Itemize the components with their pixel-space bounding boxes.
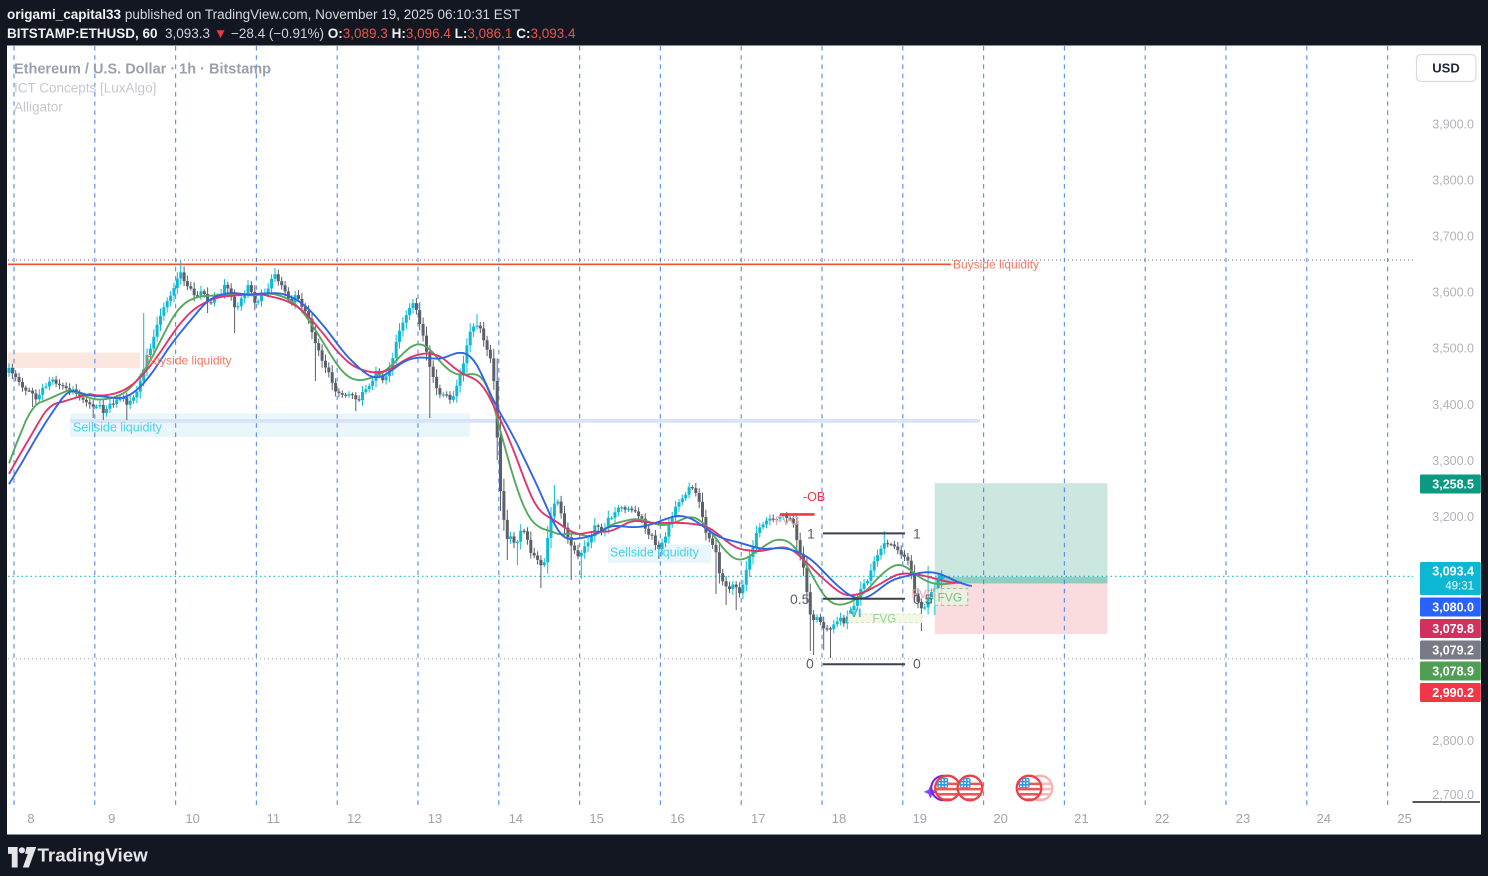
svg-text:USD: USD: [1432, 61, 1459, 76]
svg-text:12: 12: [347, 811, 361, 826]
svg-text:3,200.0: 3,200.0: [1432, 510, 1474, 524]
svg-text:3,400.0: 3,400.0: [1432, 398, 1474, 412]
svg-text:13: 13: [428, 811, 442, 826]
svg-text:20: 20: [993, 811, 1007, 826]
svg-text:17: 17: [751, 811, 765, 826]
svg-text:10: 10: [185, 811, 199, 826]
svg-text:49:31: 49:31: [1445, 581, 1474, 593]
svg-text:-OB: -OB: [803, 490, 825, 504]
svg-text:Sellside liquidity: Sellside liquidity: [73, 421, 163, 435]
svg-text:Buyside liquidity: Buyside liquidity: [146, 354, 232, 368]
svg-text:3,078.9: 3,078.9: [1432, 664, 1474, 678]
svg-text:0: 0: [913, 656, 921, 672]
svg-text:18: 18: [832, 811, 846, 826]
svg-text:3,600.0: 3,600.0: [1432, 286, 1474, 300]
svg-text:9: 9: [108, 811, 115, 826]
svg-text:1: 1: [807, 526, 815, 542]
svg-text:TradingView: TradingView: [38, 845, 149, 866]
svg-text:Sellside liquidity: Sellside liquidity: [610, 546, 700, 560]
svg-text:3,700.0: 3,700.0: [1432, 230, 1474, 244]
svg-text:11: 11: [267, 811, 281, 826]
svg-text:2,700.0: 2,700.0: [1432, 788, 1474, 802]
svg-text:3,258.5: 3,258.5: [1432, 477, 1474, 491]
svg-text:FVG: FVG: [938, 591, 963, 605]
svg-text:3,900.0: 3,900.0: [1432, 117, 1474, 131]
svg-text:23: 23: [1236, 811, 1250, 826]
svg-text:ICT Concepts [LuxAlgo]: ICT Concepts [LuxAlgo]: [14, 81, 156, 96]
svg-text:3,093.4: 3,093.4: [1432, 565, 1474, 579]
svg-text:FVG: FVG: [873, 614, 897, 626]
svg-text:0.5: 0.5: [913, 591, 933, 607]
svg-text:FVG: FVG: [775, 514, 800, 528]
svg-text:BITSTAMP:ETHUSD, 60 3,093.3 ▼: BITSTAMP:ETHUSD, 60 3,093.3 ▼ −28.4 (−0.…: [7, 26, 576, 41]
svg-text:VI: VI: [850, 606, 861, 620]
svg-text:1: 1: [913, 526, 921, 542]
svg-text:0: 0: [806, 656, 814, 672]
svg-text:19: 19: [913, 811, 927, 826]
svg-text:2,800.0: 2,800.0: [1432, 734, 1474, 748]
svg-text:24: 24: [1317, 811, 1331, 826]
svg-text:3,300.0: 3,300.0: [1432, 454, 1474, 468]
svg-text:3,500.0: 3,500.0: [1432, 342, 1474, 356]
svg-text:Buyside liquidity: Buyside liquidity: [953, 258, 1039, 272]
svg-text:8: 8: [27, 811, 34, 826]
svg-text:Ethereum / U.S. Dollar · 1h ·: Ethereum / U.S. Dollar · 1h · Bitstamp: [14, 62, 271, 78]
svg-text:3,080.0: 3,080.0: [1432, 600, 1474, 614]
svg-text:25: 25: [1397, 811, 1411, 826]
svg-text:3,800.0: 3,800.0: [1432, 173, 1474, 187]
svg-text:0.5: 0.5: [790, 591, 810, 607]
svg-text:origami_capital33 published on: origami_capital33 published on TradingVi…: [7, 7, 520, 22]
svg-text:22: 22: [1155, 811, 1169, 826]
svg-text:16: 16: [670, 811, 684, 826]
svg-text:14: 14: [509, 811, 523, 826]
svg-text:21: 21: [1074, 811, 1088, 826]
svg-text:2,990.2: 2,990.2: [1432, 686, 1474, 700]
svg-text:FVG: FVG: [912, 587, 937, 601]
svg-text:3,079.8: 3,079.8: [1432, 622, 1474, 636]
svg-text:15: 15: [589, 811, 603, 826]
svg-text:Alligator: Alligator: [14, 100, 63, 115]
svg-text:3,079.2: 3,079.2: [1432, 643, 1474, 657]
